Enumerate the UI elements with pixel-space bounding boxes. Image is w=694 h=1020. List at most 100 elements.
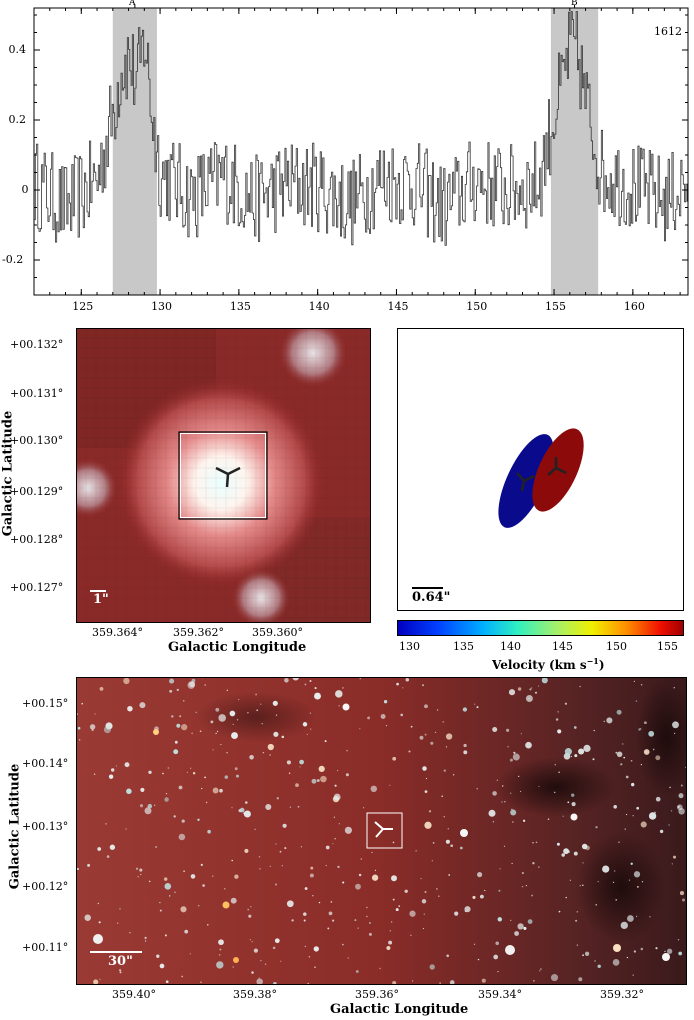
star: [226, 689, 228, 691]
star: [309, 873, 314, 878]
star: [424, 733, 427, 736]
star: [279, 850, 282, 853]
star: [640, 763, 643, 766]
star: [410, 725, 413, 728]
star: [633, 680, 636, 683]
star: [405, 678, 410, 682]
star: [93, 773, 96, 775]
lat-tick-label: +00.14°: [22, 757, 69, 770]
star: [531, 687, 533, 689]
star: [259, 868, 261, 870]
star: [275, 714, 278, 716]
star: [497, 970, 499, 973]
star: [395, 908, 399, 912]
star: [575, 919, 578, 922]
star: [318, 765, 325, 773]
star: [76, 867, 79, 871]
star: [597, 880, 599, 883]
star: [313, 946, 319, 952]
star: [314, 687, 317, 690]
star: [204, 776, 207, 779]
star: [615, 751, 618, 754]
star: [355, 883, 361, 890]
maser-symbol-wide: [374, 821, 393, 838]
star: [504, 801, 506, 803]
star: [320, 775, 327, 783]
star: [169, 895, 171, 897]
star: [392, 756, 397, 761]
bright-star: [153, 729, 159, 735]
star: [281, 735, 285, 739]
star: [360, 858, 362, 860]
star: [576, 944, 579, 946]
star: [385, 725, 388, 727]
star: [539, 970, 541, 972]
wide-scalebar-label: 30": [108, 954, 133, 969]
star: [251, 971, 254, 974]
star: [442, 721, 444, 723]
star: [392, 841, 395, 844]
star: [685, 766, 686, 769]
star: [179, 715, 182, 718]
star: [318, 901, 321, 904]
star: [514, 931, 520, 936]
star: [231, 807, 233, 809]
star: [314, 692, 321, 700]
star: [614, 870, 616, 872]
star: [84, 914, 91, 921]
star: [93, 979, 99, 984]
star: [521, 885, 524, 888]
zoom-image: [76, 328, 370, 622]
star: [581, 843, 588, 850]
star: [488, 809, 496, 817]
star: [181, 819, 185, 823]
star: [355, 970, 359, 973]
star: [564, 702, 568, 705]
star: [306, 733, 308, 736]
star: [137, 876, 139, 878]
star: [612, 959, 620, 966]
star: [291, 919, 294, 922]
x-tick-label: 145: [387, 300, 409, 313]
star: [473, 703, 476, 705]
scalebar-label: 1": [93, 592, 109, 607]
star: [119, 908, 121, 910]
star: [187, 681, 195, 689]
star: [171, 715, 174, 718]
star: [269, 865, 271, 867]
star: [412, 980, 414, 982]
star: [563, 848, 569, 855]
star: [275, 843, 277, 845]
star: [670, 810, 673, 812]
star: [463, 750, 468, 755]
star: [267, 743, 274, 751]
star: [659, 829, 664, 834]
star: [603, 720, 605, 722]
y-tick-label: 0.4: [8, 43, 27, 56]
star: [139, 702, 146, 709]
star: [148, 880, 151, 883]
lat-tick-label: +00.129°: [10, 485, 64, 498]
star: [173, 749, 179, 755]
star: [192, 771, 196, 775]
star: [593, 729, 595, 732]
star: [510, 792, 512, 794]
star: [424, 790, 428, 793]
star: [493, 954, 499, 960]
star: [169, 689, 173, 693]
star: [358, 873, 362, 877]
star: [501, 801, 503, 803]
star: [204, 684, 207, 686]
star: [260, 703, 262, 705]
star: [354, 919, 357, 922]
star: [359, 677, 361, 680]
star: [626, 813, 628, 816]
target-box: [366, 812, 403, 849]
star: [224, 775, 229, 779]
star: [481, 978, 486, 983]
star: [337, 769, 339, 772]
star: [333, 793, 341, 801]
star: [162, 772, 164, 775]
star: [503, 845, 506, 847]
star: [201, 787, 203, 790]
